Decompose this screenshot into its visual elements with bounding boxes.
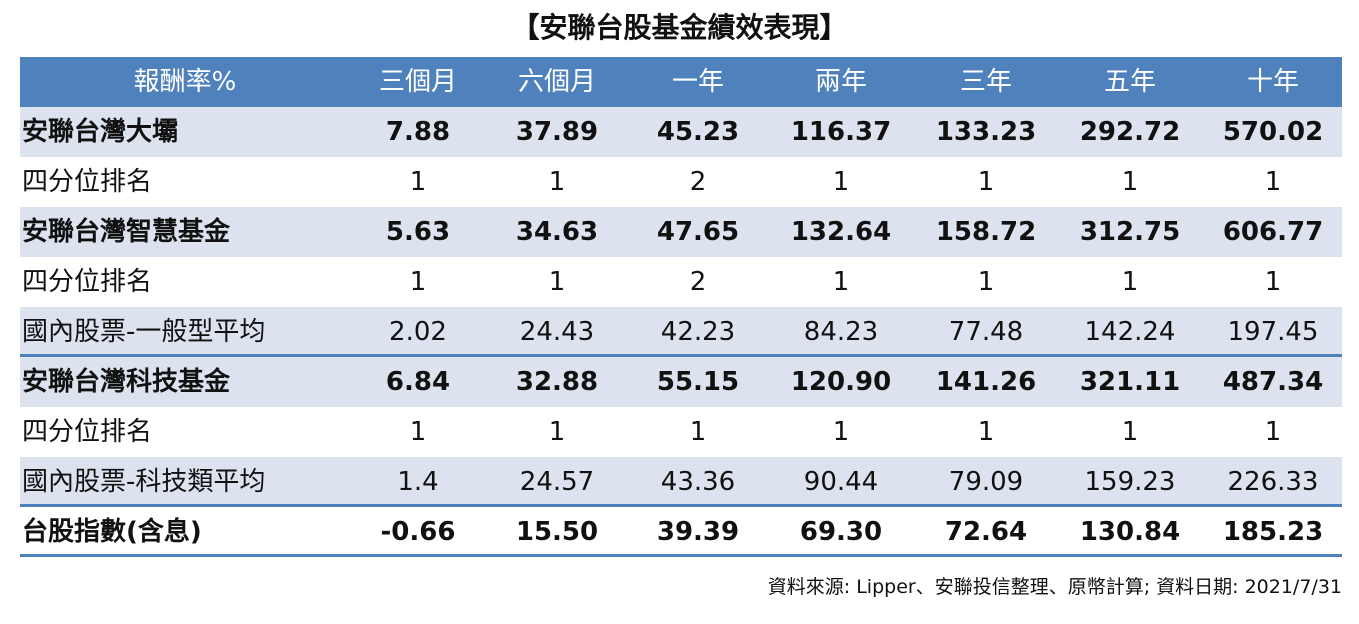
cell-value: 1	[977, 267, 995, 297]
row-label: 國內股票-一般型平均	[22, 317, 266, 347]
table-row: 國內股票-科技類平均 1.4 24.57 43.36 90.44 79.09 159.23 2…	[20, 457, 1342, 507]
cell-value: 39.39	[656, 517, 740, 547]
cell-value: 1	[689, 417, 707, 447]
cell-value: 37.89	[515, 117, 599, 147]
cell-value: 43.36	[660, 467, 736, 497]
table-row: 四分位排名 1 1 2 1 1 1 1	[20, 157, 1342, 207]
cell-value: 42.23	[660, 317, 736, 347]
cell-value: 1.4	[397, 467, 439, 497]
row-label: 國內股票-科技類平均	[22, 467, 266, 497]
cell-value: 32.88	[515, 367, 599, 397]
header-row: 報酬率% 三個月 六個月 一年 兩年 三年 五年 十年	[20, 57, 1342, 107]
cell-value: 292.72	[1079, 117, 1181, 147]
cell-value: 185.23	[1222, 517, 1324, 547]
cell-value: 116.37	[790, 117, 892, 147]
cell-value: 1	[832, 417, 850, 447]
cell-value: 1	[1121, 267, 1139, 297]
cell-value: 197.45	[1227, 317, 1319, 347]
table: 報酬率% 三個月 六個月 一年 兩年 三年 五年 十年安聯台灣大壩 7.88 37.89 45.23…	[20, 57, 1342, 557]
table-row: 台股指數(含息) -0.66 15.50 39.39 69.30 72.64 130.84 1…	[20, 507, 1342, 557]
source-note: 資料來源: Lipper、安聯投信整理、原幣計算; 資料日期: 2021/7/3…	[767, 576, 1342, 598]
cell-value: 24.43	[519, 317, 595, 347]
cell-value: 1	[977, 167, 995, 197]
cell-value: 142.24	[1084, 317, 1176, 347]
row-label: 台股指數(含息)	[22, 517, 202, 547]
cell-value: 47.65	[656, 217, 740, 247]
table-row: 國內股票-一般型平均 2.02 24.43 42.23 84.23 77.48 142.24…	[20, 307, 1342, 357]
cell-value: 158.72	[935, 217, 1037, 247]
cell-value: 45.23	[656, 117, 740, 147]
row-label: 四分位排名	[22, 267, 153, 297]
table-row: 四分位排名 1 1 2 1 1 1 1	[20, 257, 1342, 307]
cell-value: 1	[409, 267, 427, 297]
cell-value: 15.50	[515, 517, 599, 547]
cell-value: 487.34	[1222, 367, 1324, 397]
row-label: 四分位排名	[22, 417, 153, 447]
cell-value: 三個月	[378, 67, 457, 97]
cell-value: 7.88	[385, 117, 451, 147]
cell-value: 五年	[1103, 67, 1156, 97]
row-label: 安聯台灣科技基金	[22, 367, 231, 397]
cell-value: 兩年	[814, 67, 867, 97]
cell-value: 一年	[671, 67, 724, 97]
cell-value: 1	[1264, 417, 1282, 447]
cell-value: 三年	[959, 67, 1012, 97]
cell-value: 1	[1121, 417, 1139, 447]
row-label: 四分位排名	[22, 167, 153, 197]
cell-value: 79.09	[948, 467, 1024, 497]
cell-value: 1	[1264, 267, 1282, 297]
cell-value: 1	[832, 167, 850, 197]
cell-value: 90.44	[803, 467, 879, 497]
cell-value: 132.64	[790, 217, 892, 247]
cell-value: 72.64	[944, 517, 1028, 547]
table-row: 四分位排名 1 1 1 1 1 1 1	[20, 407, 1342, 457]
cell-value: 1	[1264, 167, 1282, 197]
table-row: 安聯台灣科技基金 6.84 32.88 55.15 120.90 141.26 321.11…	[20, 357, 1342, 407]
cell-value: 1	[977, 417, 995, 447]
cell-value: 1	[409, 417, 427, 447]
cell-value: 1	[548, 417, 566, 447]
cell-value: 141.26	[935, 367, 1037, 397]
cell-value: 6.84	[385, 367, 451, 397]
row-label: 報酬率%	[133, 67, 237, 97]
cell-value: 130.84	[1079, 517, 1181, 547]
cell-value: 5.63	[385, 217, 451, 247]
cell-value: 34.63	[515, 217, 599, 247]
cell-value: 312.75	[1079, 217, 1181, 247]
cell-value: 55.15	[656, 367, 740, 397]
cell-value: 226.33	[1227, 467, 1319, 497]
cell-value: 321.11	[1079, 367, 1181, 397]
cell-value: 84.23	[803, 317, 879, 347]
cell-value: 77.48	[948, 317, 1024, 347]
cell-value: 2.02	[389, 317, 447, 347]
cell-value: 606.77	[1222, 217, 1324, 247]
cell-value: 十年	[1246, 67, 1299, 97]
cell-value: 1	[548, 167, 566, 197]
cell-value: 159.23	[1084, 467, 1176, 497]
cell-value: 2	[689, 167, 707, 197]
row-label: 安聯台灣智慧基金	[22, 217, 231, 247]
table-row: 安聯台灣智慧基金 5.63 34.63 47.65 132.64 158.72 312.75…	[20, 207, 1342, 257]
title: 【安聯台股基金績效表現】	[511, 11, 848, 44]
cell-value: 133.23	[935, 117, 1037, 147]
row-label: 安聯台灣大壩	[22, 117, 179, 147]
cell-value: 120.90	[790, 367, 892, 397]
cell-value: -0.66	[380, 517, 456, 547]
cell-value: 六個月	[517, 67, 596, 97]
cell-value: 1	[832, 267, 850, 297]
cell-value: 2	[689, 267, 707, 297]
cell-value: 69.30	[799, 517, 883, 547]
table-row: 安聯台灣大壩 7.88 37.89 45.23 116.37 133.23 292.72 57…	[20, 107, 1342, 157]
cell-value: 570.02	[1222, 117, 1324, 147]
cell-value: 1	[548, 267, 566, 297]
cell-value: 1	[409, 167, 427, 197]
cell-value: 24.57	[519, 467, 595, 497]
cell-value: 1	[1121, 167, 1139, 197]
